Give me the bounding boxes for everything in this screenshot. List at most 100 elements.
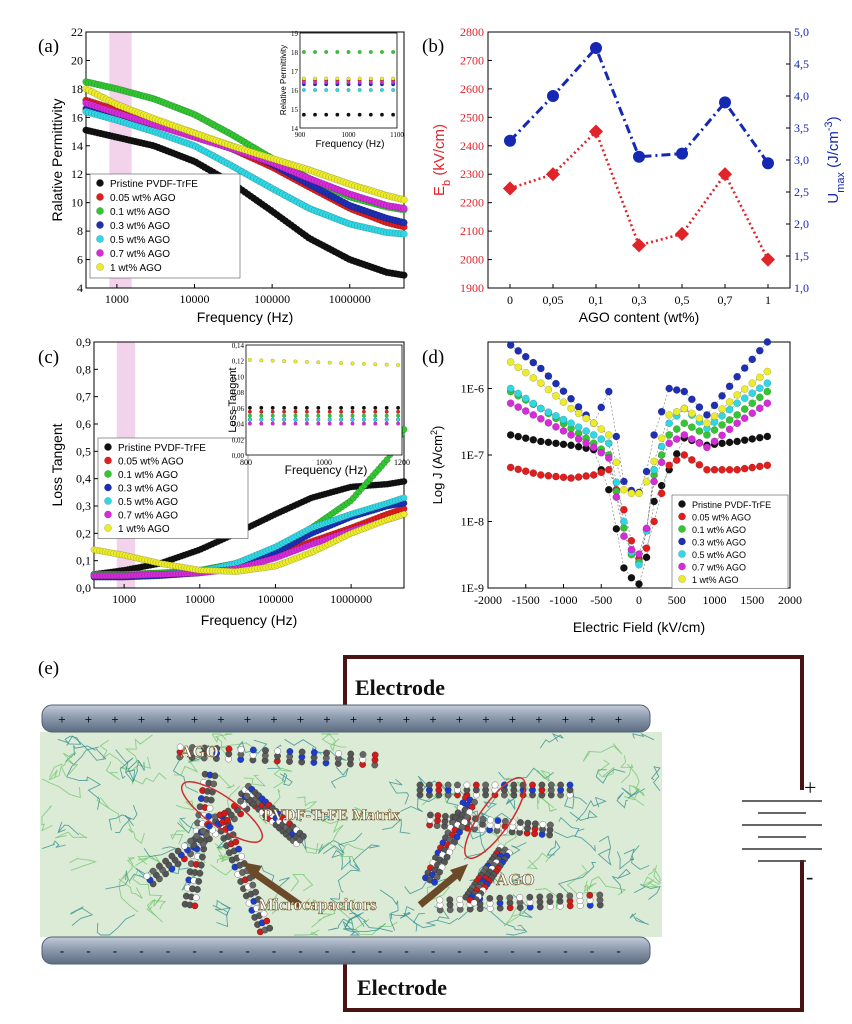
data-point xyxy=(529,374,538,382)
polymer-chain xyxy=(263,891,283,915)
minus-charge: - xyxy=(245,943,249,958)
y-right-title-main: U xyxy=(825,193,842,204)
legend-marker xyxy=(104,483,112,492)
data-point xyxy=(657,458,666,467)
data-point xyxy=(725,405,734,414)
data-point xyxy=(544,408,553,416)
y-title-sup: 2 xyxy=(429,430,439,435)
legend-box xyxy=(89,173,241,279)
data-point xyxy=(400,230,408,238)
data-point xyxy=(537,379,545,388)
y-left-tick-label: 2100 xyxy=(460,224,484,238)
ago-atom xyxy=(516,894,524,901)
polymer-chain xyxy=(317,840,345,854)
ago-atom xyxy=(181,842,188,850)
inset-point xyxy=(384,362,389,367)
polymer-chain xyxy=(399,911,418,932)
data-point xyxy=(718,421,726,429)
y-axis-tick-label: 0,5 xyxy=(76,444,91,458)
minus-charge: - xyxy=(351,943,355,958)
data-point xyxy=(552,472,560,481)
data-point xyxy=(680,419,689,428)
inset-point xyxy=(327,409,332,414)
ago-atom xyxy=(187,837,194,845)
data-point xyxy=(544,471,553,480)
polymer-chain xyxy=(330,766,349,789)
polymer-chain xyxy=(296,796,318,811)
inset-point xyxy=(270,421,275,426)
polymer-chain xyxy=(647,865,661,885)
data-point xyxy=(537,364,545,373)
polymer-chain xyxy=(42,840,66,850)
series-5 xyxy=(506,399,772,558)
inset-point xyxy=(357,80,362,85)
legend-entry: Pristine PVDF-TrFE xyxy=(110,179,198,190)
ago-atom xyxy=(538,781,546,789)
inset-point xyxy=(270,409,275,414)
legend-entry: 0.05 wt% AGO xyxy=(110,193,176,204)
y-right-tick-label: 3,0 xyxy=(794,153,809,167)
polymer-chain xyxy=(69,857,98,871)
data-point xyxy=(620,485,628,494)
ago-atom xyxy=(547,781,555,789)
y-right-title-sub: max xyxy=(835,171,847,192)
ago-atom xyxy=(532,820,539,828)
data-point xyxy=(703,411,711,419)
inset-y-tick-label: 0,08 xyxy=(232,389,245,397)
ago-atom xyxy=(454,781,461,789)
inset-point xyxy=(327,413,332,418)
polymer-chain xyxy=(629,912,649,925)
polymer-chain xyxy=(627,763,645,797)
data-point xyxy=(559,415,568,424)
y-right-tick-label: 2,0 xyxy=(794,217,809,231)
legend-marker xyxy=(104,510,112,519)
data-point xyxy=(574,442,583,451)
data-point xyxy=(544,385,553,394)
series-6 xyxy=(90,510,408,575)
inset-point xyxy=(335,87,340,92)
legend-marker xyxy=(96,263,104,271)
polymer-chain xyxy=(66,746,99,781)
data-point xyxy=(400,204,408,212)
polymer-chain xyxy=(354,806,369,822)
x-axis-title: AGO content (wt%) xyxy=(579,309,700,325)
inset-point xyxy=(301,87,306,92)
inset-point xyxy=(373,413,378,418)
ago-atom xyxy=(470,899,478,907)
data-point xyxy=(521,394,530,403)
legend-entry: 0.5 wt% AGO xyxy=(110,235,170,246)
data-point xyxy=(544,438,553,447)
bottom-electrode-charges: ---------------------- xyxy=(60,943,621,958)
inset-frame xyxy=(245,344,403,456)
polymer-chain xyxy=(476,798,498,819)
x-tick-label: 0,1 xyxy=(589,293,604,307)
inset-point xyxy=(324,112,329,117)
legend-marker xyxy=(678,500,686,508)
polymer-chain xyxy=(352,844,380,871)
y-axis-tick-label: 0,2 xyxy=(76,526,91,540)
inset-point xyxy=(335,76,340,81)
data-point xyxy=(695,461,704,469)
battery-minus-label: - xyxy=(806,864,813,889)
data-point xyxy=(529,399,538,408)
dipole-ellipse-right xyxy=(464,777,526,859)
y-axis-tick-label: 0,3 xyxy=(76,499,91,513)
data-point xyxy=(710,401,719,410)
polymer-chain xyxy=(187,744,209,763)
polymer-chain xyxy=(413,913,438,929)
y-left-tick-label: 1900 xyxy=(460,281,484,295)
data-point xyxy=(400,477,408,485)
inset-point xyxy=(384,417,389,422)
minus-charge: - xyxy=(404,943,408,958)
data-point xyxy=(740,414,749,423)
polymer-chain xyxy=(569,809,598,822)
polymer-chain xyxy=(48,765,67,781)
data-point xyxy=(756,433,764,442)
y-title-end: ) xyxy=(430,426,445,430)
data-point xyxy=(612,458,621,467)
data-point xyxy=(695,403,704,411)
data-point xyxy=(620,524,628,532)
polymer-chain xyxy=(62,751,79,775)
inset-point xyxy=(282,409,287,414)
data-point xyxy=(650,457,658,466)
